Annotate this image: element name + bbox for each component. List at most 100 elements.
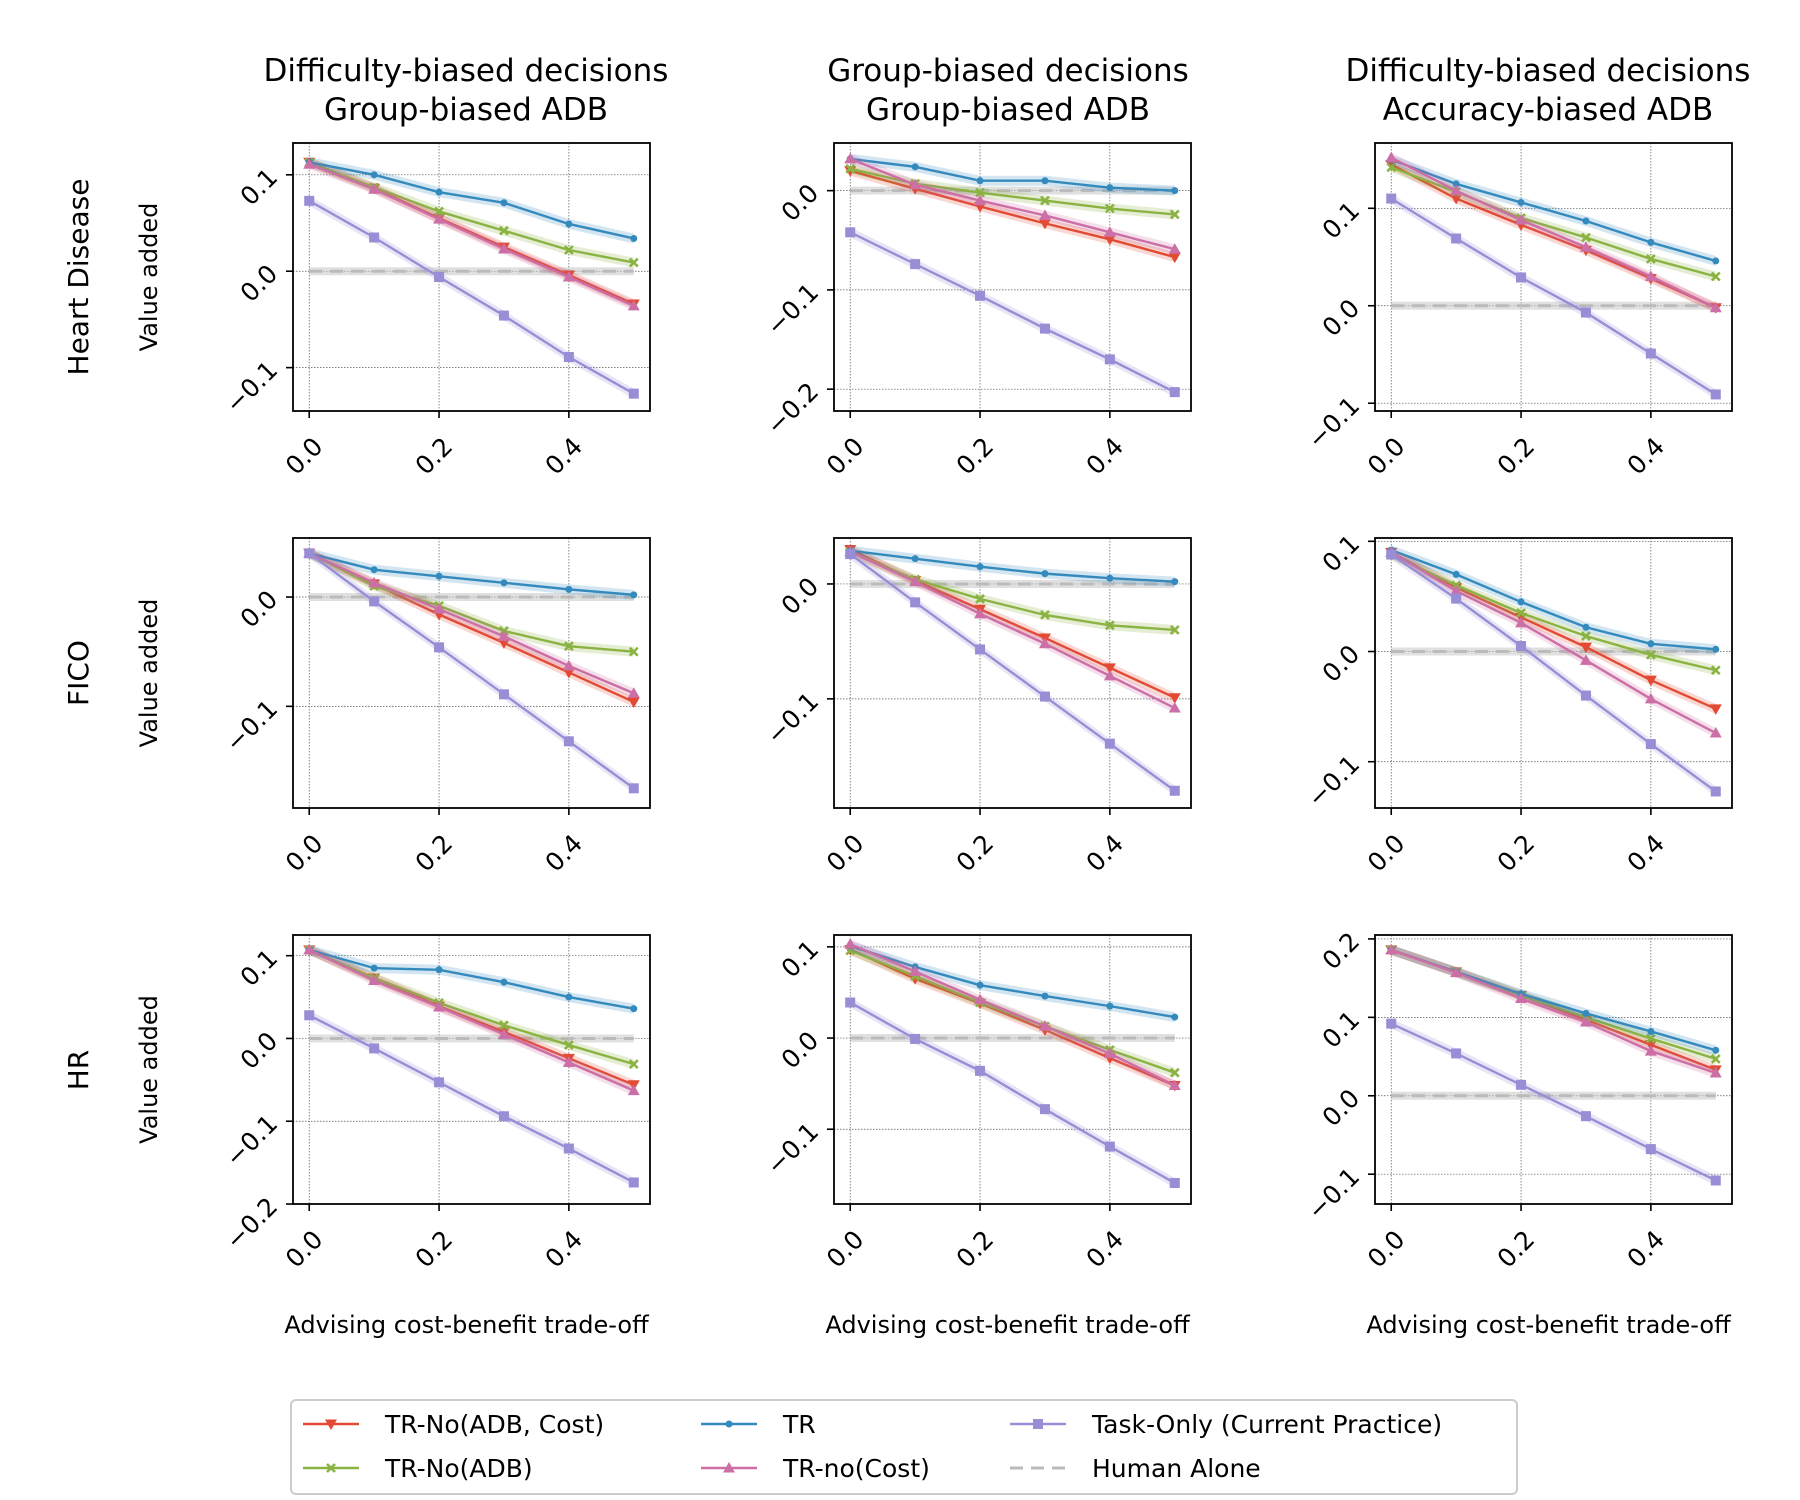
data-point-tr-no-cost-1	[1450, 584, 1463, 596]
panel-heart-disease-col-2: 0.0 0.2 0.4 0.0 −0.1 −0.2	[761, 142, 1192, 481]
series-line-tr-no-cost	[1390, 156, 1717, 309]
x-tick-label: 0.4	[539, 829, 588, 878]
data-point-task-only-current-practice-2	[975, 644, 986, 655]
data-point-tr-no-adb-cost-5	[1709, 704, 1722, 715]
data-point-task-only-current-practice-0	[845, 997, 856, 1008]
data-point-tr-no-cost-1	[368, 183, 381, 194]
x-tick-label: 0.2	[1492, 432, 1541, 481]
data-point-task-only-current-practice-2	[434, 272, 445, 282]
data-point-tr-3	[1582, 1009, 1590, 1017]
series-line-tr-no-cost	[1390, 948, 1717, 1075]
series-task-only-current-practice	[845, 997, 1180, 1189]
y-tick-label: 0.0	[235, 1026, 284, 1075]
data-point-task-only-current-practice-4	[1645, 1144, 1656, 1155]
data-point-tr-no-adb-3	[1040, 610, 1050, 620]
data-point-tr-no-adb-4	[1645, 649, 1656, 660]
data-point-tr-1	[370, 171, 378, 179]
y-tick-label: −0.1	[761, 687, 824, 750]
series-line-tr	[1390, 548, 1716, 651]
data-point-tr-2	[435, 966, 443, 974]
data-point-task-only-current-practice-4	[1645, 739, 1656, 750]
y-tick-label: 0.1	[1317, 529, 1366, 578]
data-point-tr-4	[1106, 574, 1114, 582]
data-point-task-only-current-practice-2	[1516, 641, 1527, 651]
data-point-tr-no-cost-3	[1038, 1020, 1051, 1031]
confidence-band-tr-no-adb-cost	[1391, 159, 1716, 313]
data-point-task-only-current-practice-1	[910, 597, 921, 608]
data-point-tr-4	[565, 585, 573, 593]
data-point-task-only-current-practice-5	[1710, 1175, 1721, 1186]
data-point-tr-no-cost-5	[1709, 301, 1722, 313]
series-line-tr-no-adb	[849, 550, 1175, 632]
y-tick-label: 0.0	[1317, 293, 1366, 342]
data-point-tr-no-cost-5	[1168, 1079, 1181, 1090]
data-point-task-only-current-practice-1	[369, 596, 380, 607]
data-point-tr-2	[435, 188, 443, 196]
data-point-tr-no-cost-3	[1579, 654, 1592, 665]
x-tick-label: 0.2	[1492, 829, 1541, 878]
axes-frame	[833, 142, 1192, 412]
data-point-tr-no-cost-0	[1385, 943, 1398, 955]
series-line-tr-no-adb-cost	[1390, 163, 1717, 309]
data-point-tr-no-adb-4	[1645, 254, 1656, 264]
data-point-tr-no-adb-4	[563, 1040, 574, 1050]
legend: TR-No(ADB, Cost) TR-No(ADB) TR TR-no(Cost) T…	[290, 1399, 1518, 1495]
x-tick-label: 0.4	[1621, 1225, 1670, 1274]
series-task-only-current-practice	[1386, 1018, 1721, 1186]
data-point-tr-no-cost-5	[1168, 702, 1181, 713]
confidence-band-tr-no-adb	[309, 944, 634, 1070]
data-point-task-only-current-practice-3	[498, 689, 509, 700]
data-point-tr-no-adb-cost-4	[1103, 234, 1116, 246]
y-tick-label: −0.1	[761, 278, 824, 341]
data-point-task-only-current-practice-1	[910, 1033, 921, 1044]
series-task-only-current-practice	[845, 549, 1180, 796]
data-point-tr-no-cost-1	[909, 178, 922, 190]
data-point-tr-no-adb-cost-5	[1168, 693, 1181, 704]
series-line-tr	[308, 948, 634, 1010]
data-point-tr-no-adb-cost-3	[1579, 642, 1592, 654]
x-tick-label: 0.2	[951, 432, 1000, 481]
data-point-tr-2	[1517, 198, 1525, 206]
series-tr-no-cost	[844, 152, 1181, 255]
series-line-task-only-current-practice	[1390, 197, 1717, 396]
series-line-task-only-current-practice	[849, 1001, 1176, 1185]
x-tick-label: 0.0	[1362, 829, 1411, 878]
legend-marker	[725, 1420, 733, 1428]
x-tick-label: 0.0	[280, 432, 329, 481]
confidence-band-tr	[850, 940, 1175, 1023]
series-line-tr-no-adb	[849, 949, 1176, 1074]
series-tr-no-cost	[844, 938, 1181, 1091]
panel-heart-disease-col-3: 0.0 0.2 0.40.10.0−0.1	[1302, 142, 1733, 481]
legend-label: TR	[782, 1410, 816, 1439]
y-tick-label: −0.1	[1302, 749, 1365, 812]
data-point-tr-no-cost-2	[433, 213, 446, 224]
data-point-tr-no-cost-4	[562, 1056, 575, 1067]
legend-label: Human Alone	[1092, 1454, 1261, 1483]
data-point-tr-4	[565, 220, 573, 228]
series-tr	[846, 153, 1179, 196]
data-point-tr-5	[1712, 257, 1720, 265]
series-line-tr-no-adb	[1390, 166, 1717, 278]
confidence-band-task-only-current-practice	[850, 997, 1175, 1189]
legend-label: TR-No(ADB)	[384, 1454, 533, 1483]
data-point-tr-no-cost-1	[368, 576, 381, 588]
confidence-band-tr-no-adb	[1391, 162, 1716, 282]
series-line-tr-no-adb	[308, 161, 635, 264]
y-tick-label: 0.1	[235, 943, 284, 992]
series-task-only-current-practice	[304, 548, 639, 794]
panel-hr-col-2: 0.0 0.2 0.4 0.1 0.0 −0.1 Advising cost-benefit…	[761, 934, 1192, 1339]
axes-frame	[292, 537, 651, 809]
data-point-tr-no-cost-2	[1515, 992, 1528, 1004]
data-point-task-only-current-practice-5	[1169, 387, 1180, 398]
series-line-tr-no-cost	[308, 948, 635, 1092]
data-point-tr-no-adb-4	[563, 641, 574, 652]
legend-marker	[723, 1462, 735, 1473]
x-tick-label: 0.0	[821, 829, 870, 878]
data-point-tr-no-adb-5	[1710, 1053, 1721, 1064]
axes-frame	[292, 142, 651, 412]
data-point-tr-no-cost-0	[844, 938, 857, 949]
data-point-tr-no-cost-3	[497, 1028, 510, 1039]
confidence-band-tr-no-adb-cost	[309, 944, 634, 1090]
data-point-tr-no-adb-0	[1386, 162, 1397, 173]
data-point-task-only-current-practice-4	[1104, 354, 1115, 365]
